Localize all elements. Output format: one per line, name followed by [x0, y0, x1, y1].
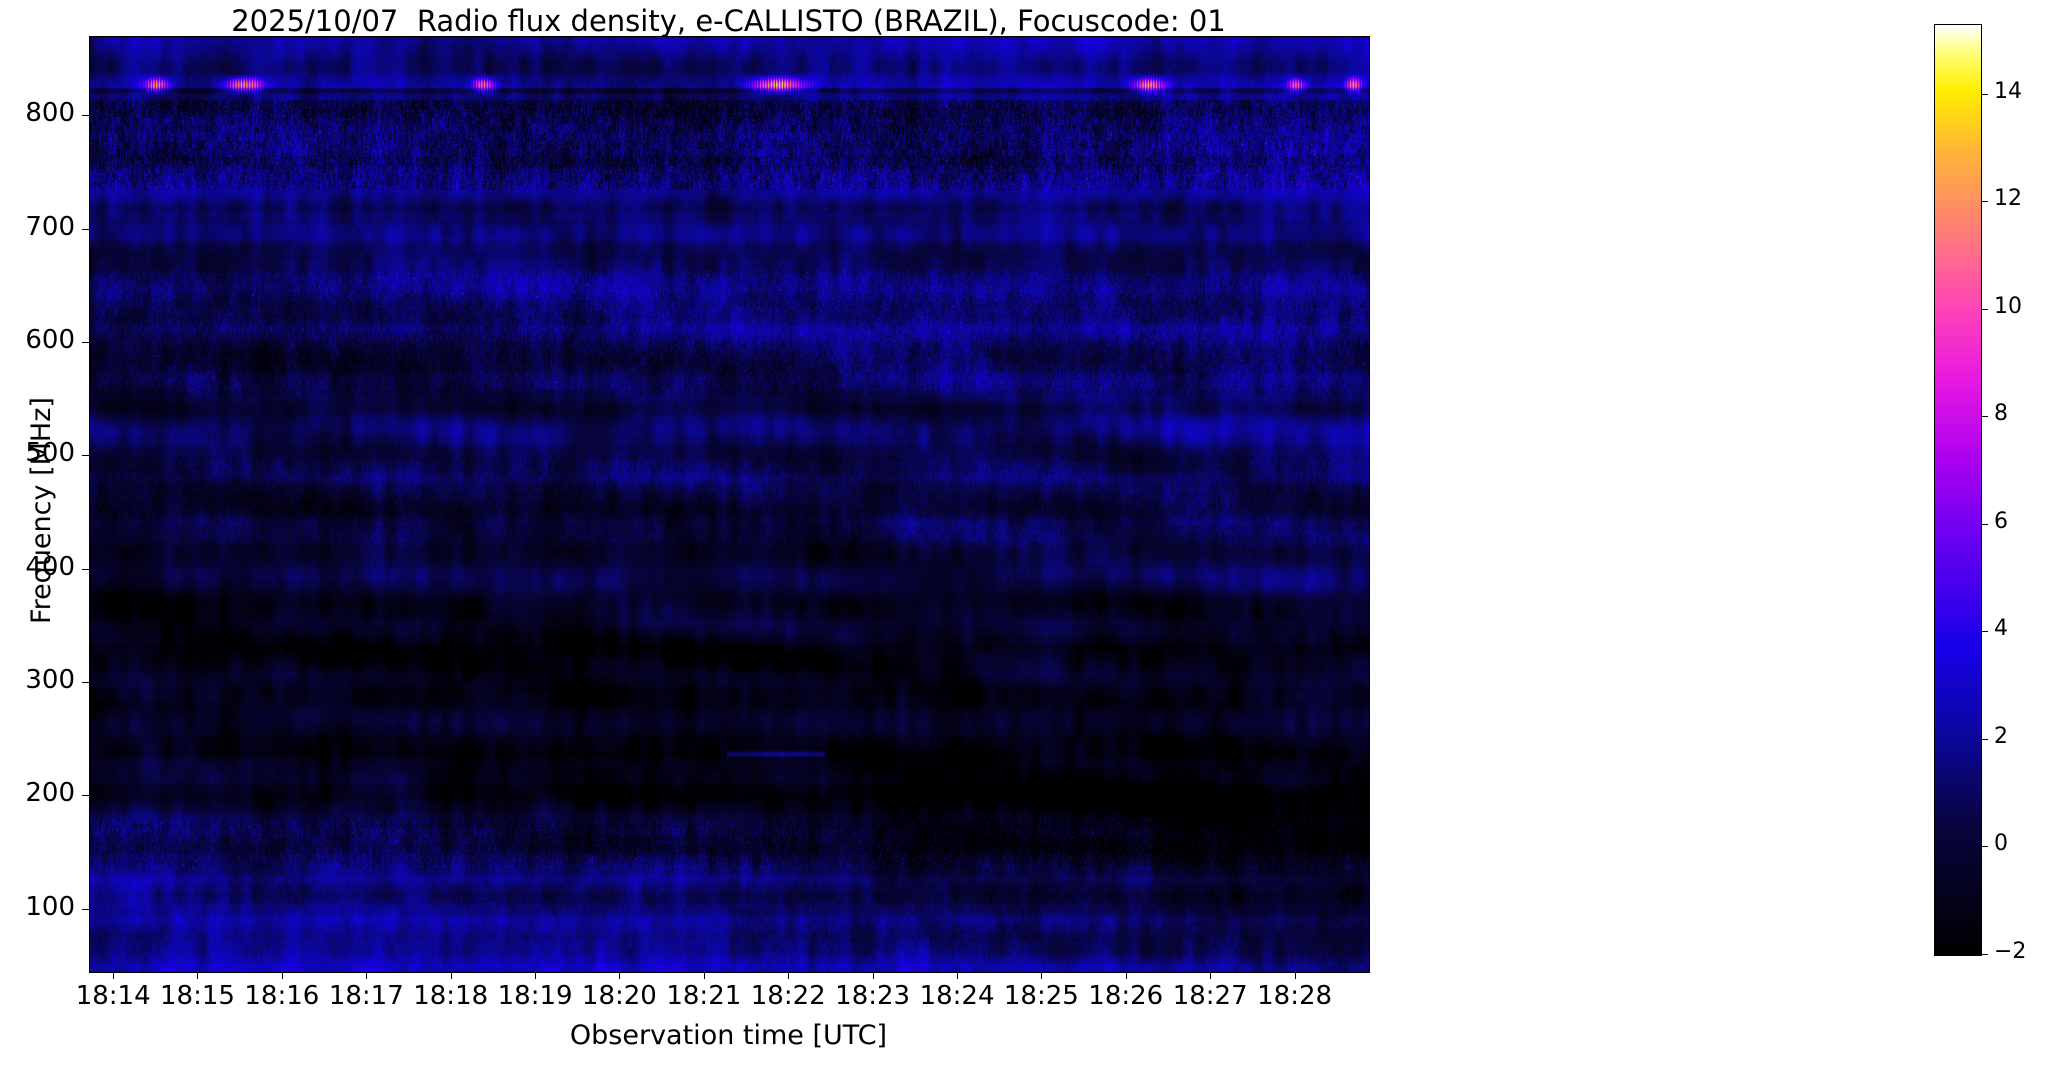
- y-axis-tick-label: 500: [25, 438, 75, 469]
- colorbar-tick-mark: [1981, 846, 1988, 847]
- x-axis-tick-label: 18:22: [750, 981, 826, 1011]
- y-axis-tick-mark: [82, 909, 89, 910]
- x-axis-tick-mark: [1041, 972, 1042, 979]
- spectrogram-image: [90, 37, 1369, 972]
- y-axis-label: Frequency [MHz]: [26, 396, 57, 624]
- x-axis-label: Observation time [UTC]: [569, 1020, 888, 1051]
- colorbar-tick-mark: [1981, 416, 1988, 417]
- chart-title: 2025/10/07 Radio flux density, e-CALLIST…: [231, 4, 1226, 38]
- x-axis-tick-label: 18:21: [666, 981, 742, 1011]
- y-axis-tick-label: 100: [25, 891, 75, 922]
- x-axis-tick-mark: [788, 972, 789, 979]
- y-axis-tick-label: 400: [25, 551, 75, 582]
- colorbar-tick-mark: [1981, 739, 1988, 740]
- x-axis-tick-label: 18:26: [1088, 981, 1164, 1011]
- y-axis-tick-mark: [82, 229, 89, 230]
- x-axis-tick-mark: [1295, 972, 1296, 979]
- x-axis-tick-label: 18:28: [1257, 981, 1333, 1011]
- colorbar-tick-label: 4: [1994, 616, 2008, 642]
- y-axis-tick-mark: [82, 115, 89, 116]
- x-axis-tick-label: 18:20: [581, 981, 657, 1011]
- y-axis-tick-mark: [82, 342, 89, 343]
- colorbar-tick-label: 10: [1994, 293, 2022, 319]
- colorbar-tick-mark: [1981, 631, 1988, 632]
- colorbar-gradient: [1935, 25, 1981, 955]
- x-axis-tick-mark: [451, 972, 452, 979]
- colorbar-tick-label: 2: [1994, 723, 2008, 749]
- x-axis-tick-label: 18:17: [328, 981, 404, 1011]
- x-axis-tick-mark: [113, 972, 114, 979]
- y-axis-tick-mark: [82, 795, 89, 796]
- colorbar-tick-label: −2: [1994, 939, 2027, 964]
- x-axis-tick-mark: [873, 972, 874, 979]
- y-axis-tick-label: 800: [25, 98, 75, 129]
- x-axis-tick-mark: [704, 972, 705, 979]
- x-axis-tick-mark: [366, 972, 367, 979]
- y-axis-tick-label: 600: [25, 325, 75, 355]
- x-axis-tick-mark: [1126, 972, 1127, 979]
- x-axis-tick-mark: [1210, 972, 1211, 979]
- colorbar-tick-label: 14: [1994, 78, 2022, 104]
- y-axis-tick-mark: [82, 455, 89, 456]
- x-axis-tick-mark: [957, 972, 958, 979]
- x-axis-tick-label: 18:25: [1003, 981, 1079, 1011]
- x-axis-tick-mark: [535, 972, 536, 979]
- y-axis-tick-label: 700: [25, 211, 75, 242]
- x-axis-tick-label: 18:24: [919, 981, 995, 1011]
- colorbar-tick-mark: [1981, 201, 1988, 202]
- x-axis-tick-label: 18:16: [244, 981, 320, 1011]
- y-axis-tick-mark: [82, 569, 89, 570]
- x-axis-tick-label: 18:14: [75, 981, 151, 1011]
- colorbar-tick-label: 8: [1994, 401, 2008, 427]
- colorbar-tick-label: 12: [1994, 186, 2022, 212]
- colorbar-tick-label: 6: [1994, 508, 2008, 534]
- colorbar: [1934, 24, 1982, 956]
- colorbar-tick-label: 0: [1994, 831, 2008, 857]
- spectrogram-plot-area: [89, 36, 1370, 973]
- x-axis-tick-mark: [197, 972, 198, 979]
- colorbar-tick-mark: [1981, 524, 1988, 525]
- colorbar-tick-mark: [1981, 309, 1988, 310]
- x-axis-tick-mark: [282, 972, 283, 979]
- x-axis-tick-label: 18:27: [1172, 981, 1248, 1011]
- x-axis-tick-label: 18:19: [497, 981, 573, 1011]
- y-axis-tick-label: 200: [25, 778, 75, 809]
- colorbar-tick-mark: [1981, 94, 1988, 95]
- x-axis-tick-label: 18:15: [159, 981, 235, 1011]
- y-axis-tick-mark: [82, 682, 89, 683]
- x-axis-tick-mark: [619, 972, 620, 979]
- x-axis-tick-label: 18:18: [413, 981, 489, 1011]
- colorbar-tick-mark: [1981, 954, 1988, 955]
- y-axis-tick-label: 300: [25, 665, 75, 695]
- x-axis-tick-label: 18:23: [835, 981, 911, 1011]
